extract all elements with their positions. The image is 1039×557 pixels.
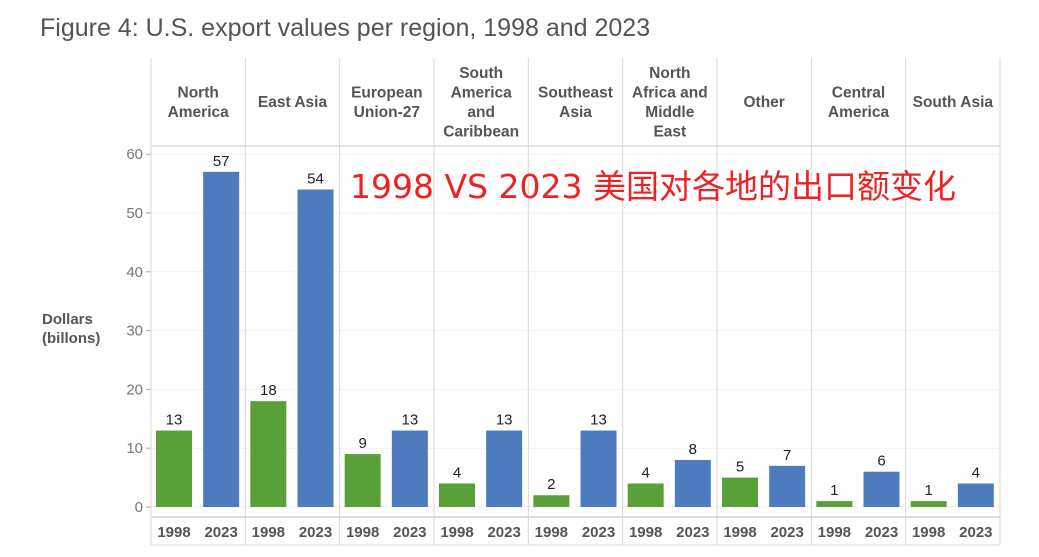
bar-1998 [910, 501, 947, 507]
bar-1998 [344, 454, 381, 507]
year-label: 1998 [912, 524, 945, 541]
data-label: 57 [213, 153, 230, 170]
year-label: 2023 [299, 524, 332, 541]
bar-2023 [391, 430, 428, 507]
data-label: 13 [590, 412, 607, 429]
bar-2023 [863, 471, 900, 507]
region-label: South Asia [913, 94, 994, 111]
year-label: 2023 [204, 524, 237, 541]
region-label: South [459, 65, 503, 82]
year-label: 1998 [440, 524, 473, 541]
bar-2023 [580, 430, 617, 507]
region-label: East Asia [258, 94, 328, 111]
data-label: 2 [547, 476, 555, 493]
year-label: 2023 [487, 524, 520, 541]
data-label: 4 [641, 464, 649, 481]
region-label: North [178, 84, 219, 101]
y-tick-label: 20 [126, 381, 143, 398]
year-label: 1998 [818, 524, 851, 541]
data-label: 9 [358, 435, 366, 452]
bar-1998 [439, 483, 475, 507]
data-label: 5 [736, 459, 744, 476]
data-label: 1 [924, 482, 932, 499]
region-label: East [653, 123, 686, 140]
data-label: 1 [830, 482, 838, 499]
bar-1998 [533, 495, 570, 507]
bar-2023 [297, 189, 334, 508]
data-label: 8 [689, 441, 697, 458]
year-label: 2023 [582, 524, 615, 541]
region-label: Middle [645, 104, 694, 121]
data-label: 54 [307, 170, 324, 187]
year-label: 1998 [629, 524, 662, 541]
y-tick-label: 10 [126, 440, 143, 457]
chart-title: Figure 4: U.S. export values per region,… [40, 14, 651, 42]
bar-2023 [203, 171, 240, 507]
y-tick-label: 50 [126, 205, 143, 222]
bar-1998 [722, 477, 758, 507]
region-label: Asia [559, 104, 592, 121]
data-label: 7 [783, 447, 791, 464]
bar-2023 [486, 430, 523, 507]
y-tick-label: 40 [126, 264, 143, 281]
year-label: 1998 [346, 524, 379, 541]
y-axis-label: Dollars [42, 311, 93, 328]
year-label: 1998 [252, 524, 285, 541]
region-label: Southeast [538, 84, 613, 101]
y-tick-label: 60 [126, 146, 143, 163]
region-label: Africa and [632, 84, 708, 101]
data-label: 13 [496, 412, 513, 429]
year-label: 2023 [393, 524, 426, 541]
data-label: 4 [972, 464, 980, 481]
bar-2023 [957, 483, 994, 507]
y-tick-label: 0 [135, 499, 143, 516]
region-label: Central [832, 84, 885, 101]
region-label: North [649, 65, 690, 82]
year-label: 1998 [535, 524, 568, 541]
bar-1998 [627, 483, 664, 507]
region-label: European [351, 84, 422, 101]
bar-2023 [769, 465, 806, 507]
year-label: 1998 [723, 524, 756, 541]
y-tick-label: 30 [126, 323, 143, 340]
year-label: 2023 [676, 524, 709, 541]
region-label: America [451, 84, 513, 101]
data-label: 6 [877, 453, 885, 470]
year-label: 2023 [865, 524, 898, 541]
region-label: Other [743, 94, 784, 111]
region-label: Caribbean [443, 123, 519, 140]
bar-2023 [674, 459, 711, 507]
data-label: 13 [166, 412, 183, 429]
annotation-text: 1998 VS 2023 美国对各地的出口额变化 [350, 167, 956, 206]
region-label: America [168, 104, 230, 121]
region-label: and [467, 104, 495, 121]
bar-1998 [250, 401, 287, 507]
data-label: 13 [401, 412, 418, 429]
year-label: 1998 [157, 524, 190, 541]
region-label: Union-27 [354, 104, 420, 121]
region-label: America [828, 104, 890, 121]
bar-1998 [156, 430, 192, 507]
year-label: 2023 [770, 524, 803, 541]
data-label: 4 [453, 464, 461, 481]
bar-1998 [816, 501, 853, 507]
data-label: 18 [260, 382, 277, 399]
y-axis-label: (billons) [42, 330, 100, 347]
year-label: 2023 [959, 524, 992, 541]
